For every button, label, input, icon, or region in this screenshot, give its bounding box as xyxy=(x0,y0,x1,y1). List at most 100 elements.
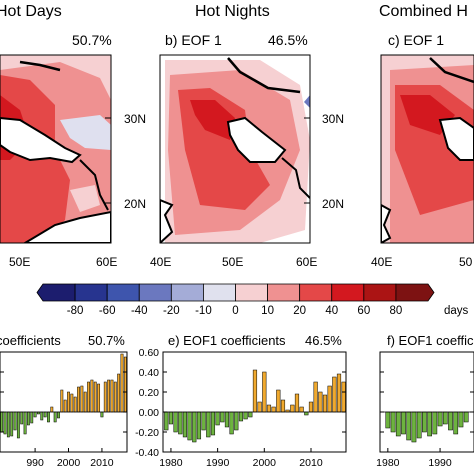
bar xyxy=(30,411,34,424)
colorbar: -80 -60 -40 -20 -10 0 10 20 40 60 80 xyxy=(36,283,435,317)
bar xyxy=(87,381,90,413)
bar xyxy=(271,406,276,413)
bar xyxy=(13,411,17,431)
lat-label-20n-b: 20N xyxy=(322,197,344,211)
bar xyxy=(318,391,323,413)
bar xyxy=(341,381,346,413)
bar xyxy=(332,376,337,413)
panel-b-label: b) EOF 1 xyxy=(165,32,222,48)
x-tick-label: 990 xyxy=(26,457,44,469)
colorbar-label: -60 xyxy=(99,305,116,317)
colorbar-swatch xyxy=(235,283,268,302)
map-panel-a: 50E 60E xyxy=(0,54,117,269)
colorbar-swatch xyxy=(267,283,301,302)
panel-e-variance: 46.5% xyxy=(305,333,342,348)
bar xyxy=(187,411,192,441)
bar xyxy=(73,396,77,413)
map-b-oman-coast xyxy=(281,157,310,199)
map-a-lon-60e: 60E xyxy=(96,255,117,269)
plot-frame xyxy=(162,351,347,453)
panel-f-title: f) EOF1 coeffic xyxy=(387,333,474,348)
map-a-lon-50e: 50E xyxy=(9,255,30,269)
y-tick-label: 0.20 xyxy=(139,387,160,399)
colorbar-swatch xyxy=(138,283,172,302)
lat-label-30n: 30N xyxy=(124,112,146,126)
panel-d-title: coefficients xyxy=(0,333,61,348)
bar xyxy=(206,411,211,438)
bar xyxy=(20,411,24,425)
colorbar-swatch xyxy=(363,283,397,302)
bar xyxy=(432,411,438,435)
bar xyxy=(322,394,328,413)
bar xyxy=(47,411,50,423)
bar xyxy=(304,411,309,416)
bar xyxy=(168,411,174,425)
panel-d-variance: 50.7% xyxy=(88,333,125,348)
colorbar-label: 60 xyxy=(357,305,370,317)
map-c-iran-coast xyxy=(429,57,474,84)
bar xyxy=(395,411,401,437)
map-b-field-neutral xyxy=(275,60,310,85)
bar xyxy=(120,353,124,413)
plot-frame xyxy=(0,351,128,453)
bar xyxy=(67,391,70,413)
bar xyxy=(336,373,342,413)
colorbar-label: 80 xyxy=(390,305,403,317)
x-tick-label: 2010 xyxy=(299,457,323,469)
bar xyxy=(406,411,412,441)
bar xyxy=(294,393,300,413)
map-a-iran-coast xyxy=(19,60,61,72)
bar xyxy=(173,411,178,433)
bar xyxy=(26,411,30,426)
x-tick-label: 2000 xyxy=(57,457,81,469)
colorbar-label: 40 xyxy=(325,305,338,317)
timeseries-panel-f: 1980 1990 xyxy=(376,351,474,469)
bar xyxy=(70,393,74,413)
bar xyxy=(243,411,248,420)
x-tick-label: 1980 xyxy=(376,457,400,469)
bar xyxy=(113,381,117,413)
x-tick-label: 1990 xyxy=(428,457,452,469)
bar xyxy=(50,406,54,413)
bar xyxy=(6,411,10,438)
bar xyxy=(90,379,94,413)
bar xyxy=(182,411,188,438)
map-b-field-negative xyxy=(304,95,310,108)
y-tick-label: -0.20 xyxy=(135,427,159,439)
colorbar-label: -10 xyxy=(195,305,212,317)
map-panel-c: 40E 50 xyxy=(371,54,474,269)
panel-b-variance: 46.5% xyxy=(268,32,308,48)
colorbar-swatch xyxy=(299,283,333,302)
bar xyxy=(390,411,396,433)
map-a-field-weak xyxy=(60,115,111,150)
bar xyxy=(437,411,443,427)
bar xyxy=(103,381,107,413)
map-panel-b: 40E 50E 60E xyxy=(150,54,317,269)
panel-a-variance: 50.7% xyxy=(72,32,112,48)
bar xyxy=(3,411,7,435)
bar xyxy=(97,383,101,413)
bar xyxy=(23,411,27,435)
y-tick-label: 0.40 xyxy=(139,367,160,379)
bar xyxy=(196,411,202,440)
bar xyxy=(422,411,427,433)
map-c-lon-40e: 40E xyxy=(371,255,392,269)
bar xyxy=(442,411,448,425)
column-title-hot-nights: Hot Nights xyxy=(195,3,270,20)
bar xyxy=(229,411,234,435)
bar xyxy=(385,411,391,429)
x-tick-label: 2010 xyxy=(90,457,114,469)
column-title-combined: Combined H xyxy=(379,3,468,20)
map-b-field-strongest xyxy=(190,100,235,140)
bar xyxy=(10,411,14,437)
colorbar-label: 20 xyxy=(293,305,306,317)
bar xyxy=(80,385,84,413)
bar xyxy=(248,411,253,418)
bar xyxy=(201,411,206,431)
map-b-lon-60e: 60E xyxy=(296,255,317,269)
bar xyxy=(280,399,286,413)
bar xyxy=(308,401,314,413)
bar xyxy=(40,411,44,421)
